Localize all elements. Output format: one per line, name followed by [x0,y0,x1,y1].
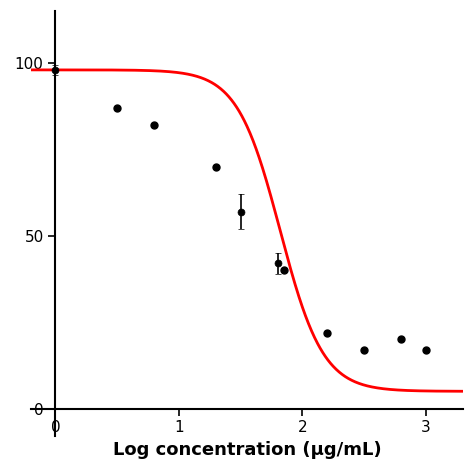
X-axis label: Log concentration (μg/mL): Log concentration (μg/mL) [112,441,381,459]
